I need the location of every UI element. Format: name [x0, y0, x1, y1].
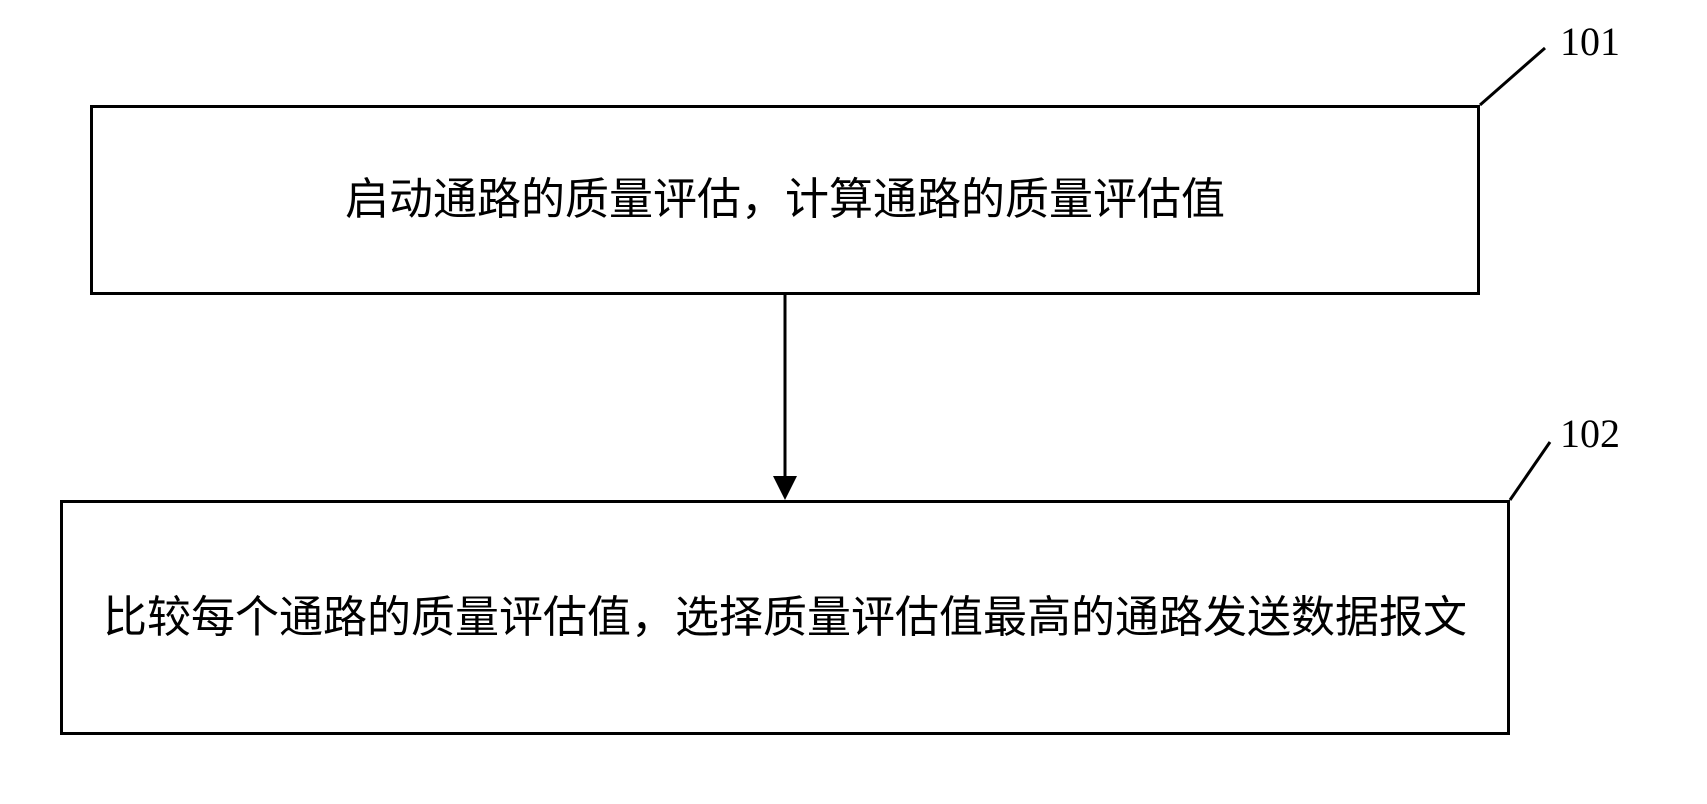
flowchart-container: 启动通路的质量评估，计算通路的质量评估值 101 比较每个通路的质量评估值，选择…	[0, 0, 1707, 804]
flow-arrow	[0, 0, 1707, 804]
